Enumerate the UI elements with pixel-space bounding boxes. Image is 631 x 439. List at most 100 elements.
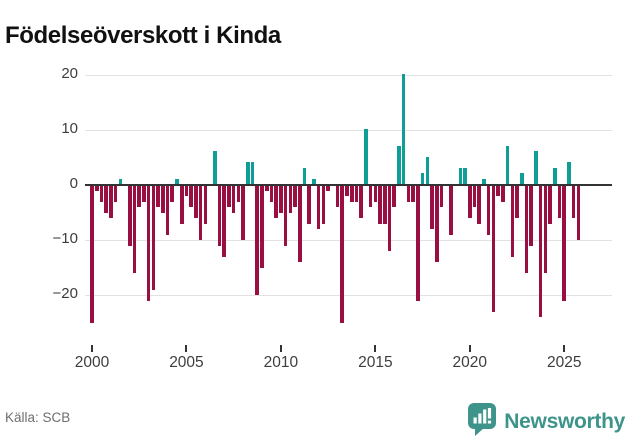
bar — [543, 185, 548, 273]
x-axis-tick — [563, 345, 566, 352]
bar — [132, 185, 137, 273]
bar — [250, 162, 255, 185]
bar — [246, 162, 250, 185]
bar — [335, 185, 340, 207]
bar — [302, 167, 307, 185]
bar — [104, 185, 108, 213]
bar — [316, 185, 321, 229]
y-axis-label: −10 — [52, 230, 78, 247]
newsworthy-wordmark: Newsworthy — [504, 410, 625, 433]
bar — [510, 185, 515, 257]
bar — [326, 185, 330, 191]
bar — [231, 185, 236, 213]
bar — [222, 185, 227, 257]
bar — [321, 185, 326, 224]
x-axis-label: 2020 — [452, 354, 488, 371]
bar — [548, 185, 552, 224]
bar — [425, 156, 430, 185]
bar — [434, 185, 439, 262]
x-axis-tick — [468, 345, 471, 352]
x-axis-tick — [185, 345, 188, 352]
bar — [297, 185, 302, 262]
bar — [519, 173, 524, 185]
bar — [189, 185, 193, 207]
x-axis-label: 2010 — [263, 354, 299, 371]
bar — [534, 151, 538, 185]
bar — [557, 185, 562, 218]
gridline — [85, 130, 612, 131]
bar — [477, 185, 482, 224]
bar — [312, 178, 316, 185]
bar — [99, 185, 104, 202]
bar — [401, 74, 406, 185]
bar — [283, 185, 288, 246]
y-axis-label: 0 — [69, 175, 78, 192]
bar — [529, 185, 533, 246]
bar — [373, 185, 378, 202]
bar — [486, 185, 491, 235]
bar — [439, 185, 444, 207]
bar — [113, 185, 118, 202]
bar — [449, 185, 453, 235]
bar — [241, 185, 245, 240]
bar — [392, 185, 397, 207]
bar — [274, 185, 278, 218]
x-axis-label: 2000 — [74, 354, 110, 371]
bar — [538, 185, 543, 317]
newsworthy-logo[interactable]: Newsworthy — [467, 402, 625, 439]
bar — [468, 185, 472, 218]
bar — [175, 178, 179, 185]
bar — [264, 185, 269, 191]
bar — [198, 185, 203, 240]
bar — [170, 185, 175, 202]
bar — [127, 185, 132, 246]
bar — [567, 162, 571, 185]
bar — [463, 167, 467, 185]
x-axis-label: 2005 — [169, 354, 204, 371]
bar — [307, 185, 312, 224]
bar — [288, 185, 293, 213]
y-axis-label: −20 — [52, 285, 78, 302]
bar — [118, 178, 123, 185]
bar — [236, 185, 241, 202]
bar — [227, 185, 231, 207]
x-axis-label: 2025 — [547, 354, 582, 371]
bar — [562, 185, 567, 301]
bar — [349, 185, 354, 202]
bar — [458, 167, 463, 185]
bar — [146, 185, 151, 301]
bar — [430, 185, 434, 229]
bar — [217, 185, 222, 246]
x-axis-label: 2015 — [358, 354, 393, 371]
y-axis-label: 10 — [61, 120, 78, 137]
bar — [482, 178, 486, 185]
bar — [212, 151, 217, 185]
bar — [420, 173, 425, 185]
x-axis-tick — [91, 345, 93, 352]
bar — [94, 185, 99, 191]
y-axis-label: 20 — [61, 65, 78, 82]
bar — [491, 185, 496, 312]
source-note: Källa: SCB — [5, 410, 71, 425]
bar — [472, 185, 477, 207]
bar — [255, 185, 260, 295]
bar — [354, 185, 359, 202]
bar — [161, 185, 165, 213]
gridline — [85, 295, 612, 296]
bar — [397, 145, 401, 185]
bar — [576, 185, 581, 240]
bar — [406, 185, 411, 202]
bar — [269, 185, 274, 202]
bar — [501, 185, 505, 202]
bar — [279, 185, 283, 213]
bar — [293, 185, 297, 207]
bar — [345, 185, 349, 196]
bar — [571, 185, 576, 218]
bar — [359, 185, 363, 218]
bar — [524, 185, 529, 273]
bar — [496, 185, 500, 196]
bar — [184, 185, 189, 196]
x-axis-tick — [374, 345, 377, 352]
